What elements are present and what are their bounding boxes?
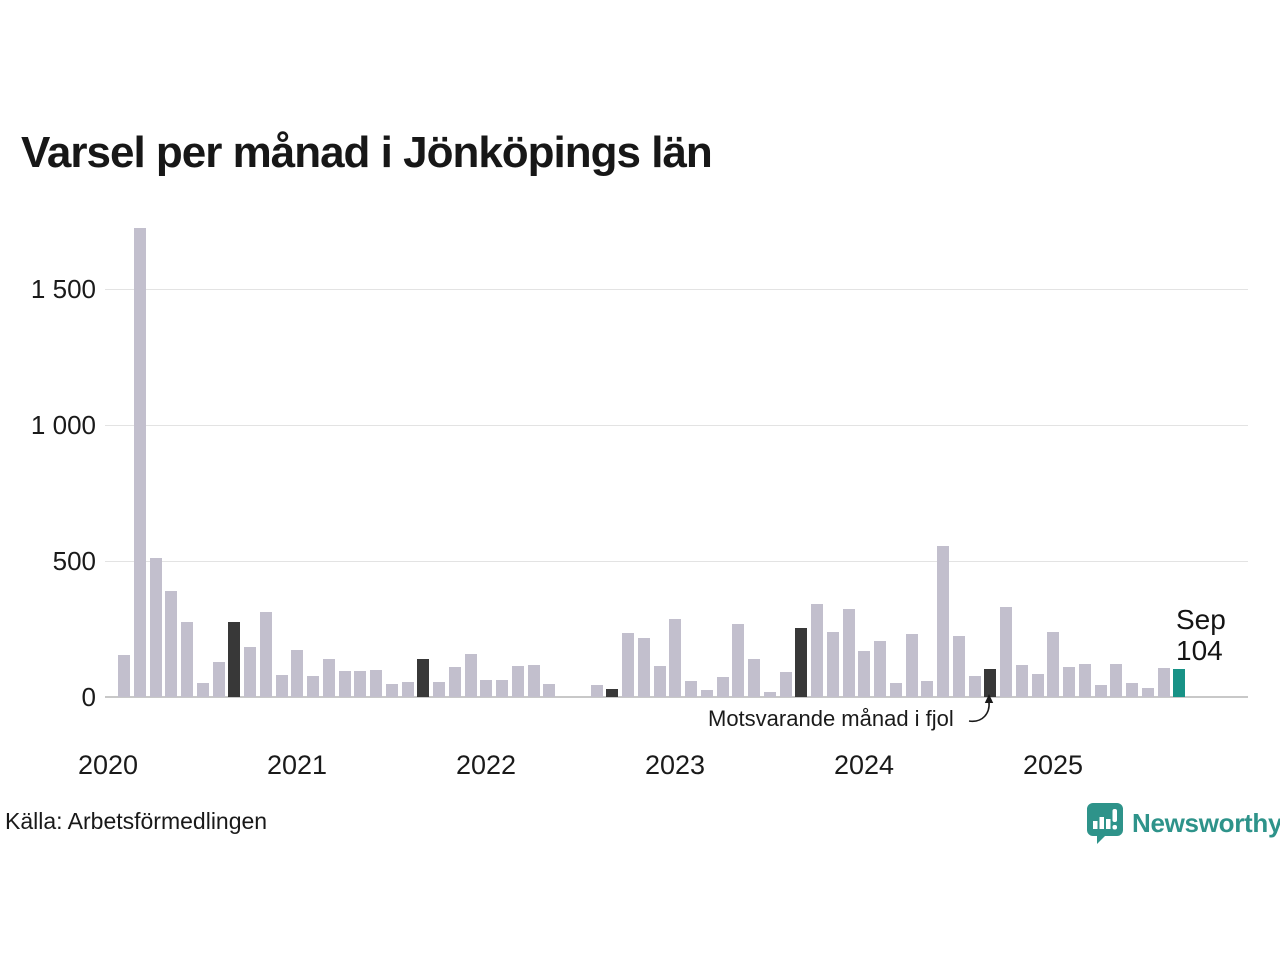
- x-year-label-2024: 2024: [833, 750, 895, 780]
- y-tick-label-1500: 1 500: [30, 274, 96, 304]
- bar-jun-2025: [1126, 683, 1138, 697]
- bar-nov-2022: [637, 638, 650, 697]
- bar-dec-2020: [275, 675, 288, 697]
- bar-sep-2021: [417, 659, 430, 697]
- bar-feb-2022: [496, 680, 508, 697]
- newsworthy-logo-icon: [1087, 803, 1123, 844]
- x-axis-line: [105, 696, 1248, 698]
- current-bar-value: 104: [1176, 635, 1223, 666]
- y-tick-label-0: 0: [81, 682, 96, 712]
- gridline-1500: [105, 289, 1248, 290]
- gridline-500: [105, 561, 1248, 562]
- bar-jan-2024: [858, 651, 871, 697]
- bar-feb-2023: [685, 681, 697, 697]
- lastyear-annotation-text: Motsvarande månad i fjol: [708, 706, 954, 731]
- bar-aug-2025: [1157, 668, 1170, 697]
- bar-jan-2021: [291, 650, 304, 697]
- bar-jun-2020: [181, 622, 193, 697]
- bar-sep-2022: [606, 689, 619, 697]
- bar-aug-2020: [212, 662, 225, 697]
- bar-mar-2020: [133, 228, 146, 697]
- bar-feb-2024: [874, 641, 886, 697]
- bar-apr-2020: [149, 558, 162, 697]
- bar-mar-2023: [700, 690, 713, 697]
- bar-jan-2025: [1047, 632, 1060, 697]
- bar-apr-2024: [905, 634, 918, 697]
- bar-jan-2022: [480, 680, 493, 697]
- y-tick-label-500: 500: [52, 546, 96, 576]
- current-bar-month: Sep: [1176, 604, 1226, 635]
- chart-title: Varsel per månad i Jönköpings län: [21, 128, 713, 177]
- x-year-label-2025: 2025: [1022, 750, 1084, 780]
- bar-jul-2023: [763, 692, 776, 697]
- bar-nov-2021: [448, 667, 461, 697]
- bar-apr-2023: [716, 677, 729, 697]
- bar-oct-2020: [244, 647, 256, 697]
- bar-jun-2023: [748, 659, 760, 697]
- bar-jul-2021: [385, 684, 398, 697]
- current-bar-label: Sep 104: [1176, 604, 1226, 666]
- bar-mar-2022: [511, 666, 524, 697]
- bar-dec-2024: [1031, 674, 1044, 697]
- bar-nov-2023: [826, 632, 839, 697]
- bar-oct-2024: [1000, 607, 1012, 697]
- bar-oct-2022: [622, 633, 634, 697]
- bar-nov-2024: [1015, 665, 1028, 697]
- bar-mar-2025: [1078, 664, 1091, 697]
- bar-feb-2020: [118, 655, 130, 697]
- x-year-label-2021: 2021: [266, 750, 328, 780]
- bar-jan-2023: [669, 619, 682, 697]
- bar-dec-2022: [653, 666, 666, 697]
- bar-jun-2024: [937, 546, 949, 697]
- x-year-label-2022: 2022: [455, 750, 517, 780]
- bar-aug-2021: [401, 682, 414, 697]
- bar-may-2022: [543, 684, 556, 697]
- bar-feb-2021: [307, 676, 319, 697]
- bar-sep-2025: [1173, 669, 1186, 697]
- bar-aug-2022: [590, 685, 603, 697]
- annotation-arrow-icon: [968, 694, 994, 723]
- bar-may-2025: [1110, 664, 1123, 697]
- bar-sep-2024: [984, 669, 997, 697]
- bar-oct-2023: [811, 604, 823, 697]
- bar-may-2024: [921, 681, 934, 697]
- newsworthy-logo: Newsworthy: [1086, 802, 1280, 844]
- bar-aug-2023: [779, 672, 792, 697]
- bar-mar-2024: [889, 683, 902, 697]
- bar-oct-2021: [433, 682, 445, 697]
- bar-apr-2022: [527, 665, 540, 697]
- x-year-label-2023: 2023: [644, 750, 706, 780]
- bar-jun-2021: [370, 670, 382, 697]
- gridline-1000: [105, 425, 1248, 426]
- bar-dec-2021: [464, 654, 477, 697]
- bar-may-2023: [732, 624, 745, 697]
- y-tick-label-1000: 1 000: [30, 410, 96, 440]
- bar-aug-2024: [968, 676, 981, 697]
- bar-nov-2020: [259, 612, 272, 697]
- bar-mar-2021: [322, 659, 335, 697]
- bar-may-2021: [354, 671, 367, 697]
- bar-apr-2025: [1094, 685, 1107, 697]
- bar-may-2020: [165, 591, 178, 697]
- bar-jul-2024: [952, 636, 965, 697]
- source-label: Källa: Arbetsförmedlingen: [5, 808, 268, 834]
- bar-jul-2025: [1141, 688, 1154, 697]
- bar-apr-2021: [338, 671, 351, 697]
- bar-dec-2023: [842, 609, 855, 697]
- bar-jul-2020: [196, 683, 209, 697]
- newsworthy-logo-text: Newsworthy: [1132, 807, 1280, 838]
- bar-sep-2020: [228, 622, 241, 697]
- bar-feb-2025: [1063, 667, 1075, 697]
- x-year-label-2020: 2020: [77, 750, 139, 780]
- bar-sep-2023: [795, 628, 808, 697]
